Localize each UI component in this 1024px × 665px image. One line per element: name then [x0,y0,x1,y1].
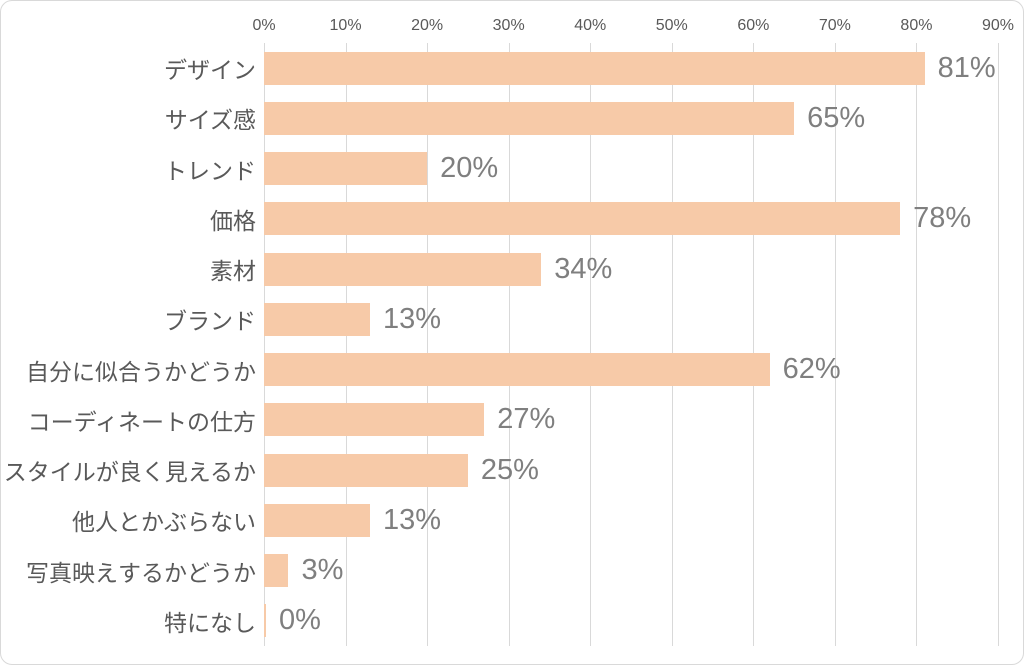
gridline [916,43,918,646]
bar-row: サイズ感 65% [1,93,1023,143]
x-axis-tick-label: 80% [900,17,933,34]
bar [264,503,371,537]
bar [264,51,925,85]
bar-row: コーディネートの仕方 27% [1,395,1023,445]
bar-row: 素材 34% [1,244,1023,294]
category-label: デザイン [164,57,256,84]
category-label: サイズ感 [164,107,256,134]
x-axis-tick-label: 20% [411,17,444,34]
x-axis-tick-label: 10% [329,17,362,34]
bar [264,152,428,186]
value-label: 78% [913,202,972,235]
x-axis-tick-label: 90% [981,17,1015,34]
category-label: 自分に似合うかどうか [26,358,256,385]
category-label: ブランド [164,308,256,335]
bar-row: 価格 78% [1,194,1023,244]
bar [264,202,901,236]
value-label: 25% [480,453,539,486]
category-label: 特になし [164,609,256,636]
x-axis-tick-label: 60% [737,17,770,34]
value-label: 81% [937,51,996,84]
gridline [345,43,347,646]
category-label: 他人とかぶらない [72,509,256,536]
x-axis-tick-label: 50% [655,17,688,34]
bar [264,353,770,387]
gridline [427,43,429,646]
value-label: 20% [440,152,499,185]
gridline [264,43,265,646]
value-label: 13% [383,503,442,536]
category-label: 価格 [210,207,256,234]
bar [264,252,542,286]
bar-row: 他人とかぶらない 13% [1,495,1023,545]
value-label: 34% [554,252,613,285]
bar [264,554,289,588]
value-label: 27% [497,403,556,436]
gridline [671,43,673,646]
x-axis-tick-label: 40% [574,17,607,34]
value-label: 62% [782,353,841,386]
bar [264,453,468,487]
gridline [753,43,755,646]
value-label: 65% [807,101,866,134]
value-label: 0% [279,604,321,637]
bar-row: スタイルが良く見えるか 25% [1,445,1023,495]
x-axis-tick-label: 0% [252,17,276,34]
category-label: 写真映えするかどうか [26,559,256,586]
category-label: トレンド [164,157,256,184]
gridline [590,43,592,646]
bar [264,101,795,135]
category-label: 素材 [210,258,256,285]
x-axis-tick-label: 70% [818,17,851,34]
bar-row: 写真映えするかどうか 3% [1,546,1023,596]
bar-row: ブランド 13% [1,294,1023,344]
bar [264,403,485,437]
bar-row: トレンド 20% [1,144,1023,194]
gridline [834,43,836,646]
bar [264,302,371,336]
gridline [998,43,999,646]
gridline [508,43,510,646]
value-label: 3% [301,554,344,587]
category-label: スタイルが良く見えるか [3,459,256,486]
bar-row: 自分に似合うかどうか 62% [1,345,1023,395]
x-axis-tick-label: 30% [492,17,525,34]
category-label: コーディネートの仕方 [27,408,256,435]
bar-row: 特になし 0% [1,596,1023,646]
bar [264,604,266,638]
value-label: 13% [383,302,442,335]
bar-row: デザイン 81% [1,43,1023,93]
